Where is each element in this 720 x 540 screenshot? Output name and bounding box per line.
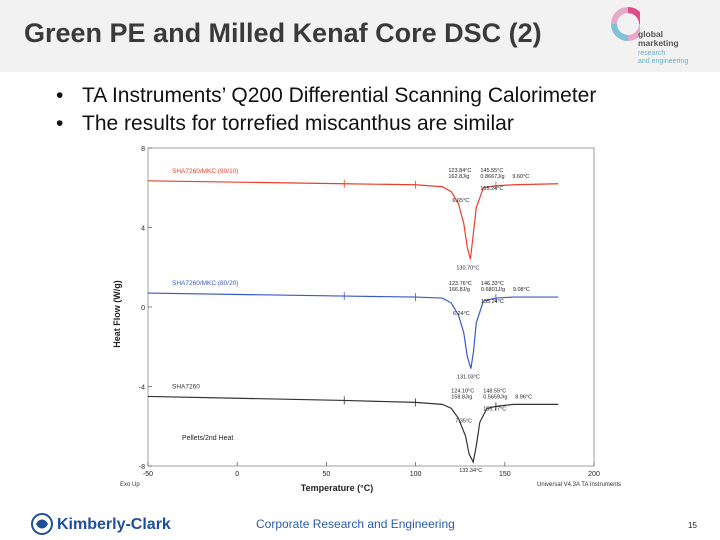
global-marketing-logo: global marketing research and engineerin… [608,4,718,70]
series-line [147,395,559,464]
peak-annotation: 9.60°C [512,174,529,180]
x-tick-label: 200 [588,471,600,478]
peak-annotation: 146.33°C [481,281,504,287]
peak-annotation: 123.76°C [449,281,472,287]
peak-annotation: 0.8667J/g [480,174,504,180]
series-line [147,292,559,369]
exo-up-label: Exo Up [120,482,140,488]
peak-annotation: 162.8J/g [448,174,469,180]
slide-title: Green PE and Milled Kenaf Core DSC (2) [24,18,542,48]
peak-annotation: 8.96°C [515,394,532,400]
bullet-text: The results for torrefied miscanthus are… [82,112,514,135]
peak-annotation: 158.8J/g [451,394,472,400]
peak-annotation: 130.70°C [456,265,479,271]
gm-line1: global [638,29,664,39]
series-name: SHA7260/MKC (80/20) [172,280,238,287]
x-tick-label: 150 [499,471,511,478]
peak-annotation: 0.6801J/g [481,287,505,293]
x-axis-label: Temperature (°C) [301,483,373,493]
panel-note: Pellets/2nd Heat [182,435,233,442]
peak-annotation: 7.35°C [455,418,472,424]
bullet-text: TA Instruments’ Q200 Differential Scanni… [82,84,597,107]
footer-center: Corporate Research and Engineering [256,517,455,531]
peak-annotation: 155.24°C [481,299,504,305]
series-name: SHA7260 [172,383,200,390]
peak-annotation: 6.65°C [452,198,469,204]
peak-annotation: 131.03°C [457,375,480,381]
kc-wordmark: Kimberly-Clark [57,516,171,533]
bullet-item: • TA Instruments’ Q200 Differential Scann… [56,84,597,107]
peak-annotation: 145.55°C [480,168,503,174]
kimberly-clark-logo-icon: Kimberly-Clark [31,513,171,535]
x-tick-label: -50 [143,471,153,478]
page-number: 15 [688,521,697,530]
y-tick-label: -4 [139,385,145,392]
peak-annotation: 155.77°C [483,406,506,412]
x-tick-label: 100 [410,471,422,478]
slide-header: Green PE and Milled Kenaf Core DSC (2) g… [0,0,720,72]
y-axis-label: Heat Flow (W/g) [112,280,122,348]
peak-annotation: 166.8J/g [449,287,470,293]
gm-line4: and engineering [638,58,689,65]
peak-annotation: 155.24°C [480,186,503,192]
peak-annotation: 132.34°C [459,468,482,474]
gm-line3: research [638,50,666,57]
bullet-item: • The results for torrefied miscanthus ar… [56,112,514,135]
y-tick-label: 0 [141,305,145,312]
series-line [147,180,559,260]
x-tick-label: 0 [235,471,239,478]
y-tick-label: 4 [141,226,145,233]
dsc-chart: -50 0 50 100 150 200 8 4 0 -4 -8 SHA7260/MKC (90/1… [112,146,621,493]
bullet-list: • TA Instruments’ Q200 Differential Scann… [56,82,596,138]
kimberly-clark-logo: Kimberly-Clark [30,512,180,540]
gm-line2: marketing [638,38,679,48]
peak-annotation: 0.5659J/g [483,394,507,400]
y-tick-label: 8 [141,146,145,153]
peak-annotation: 124.10°C [451,388,474,394]
peak-annotation: 6.24°C [453,311,470,317]
series-name: SHA7260/MKC (90/10) [172,168,238,175]
x-tick-label: 50 [323,471,331,478]
y-tick-label: -8 [139,464,145,471]
peak-annotation: 9.08°C [513,287,530,293]
peak-annotation: 123.84°C [448,168,471,174]
instrument-label: Universal V4.3A TA Instruments [537,482,621,488]
global-marketing-logo-icon [611,7,645,41]
plot-frame [147,147,595,467]
peak-annotation: 148.55°C [483,388,506,394]
